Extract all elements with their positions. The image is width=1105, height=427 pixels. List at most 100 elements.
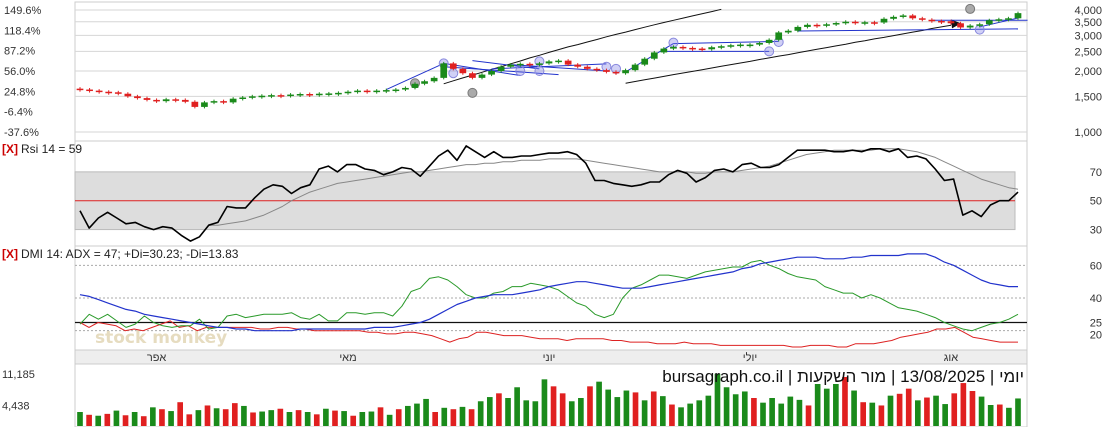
- candle: [622, 70, 629, 74]
- candle: [258, 95, 266, 98]
- volume-bar: [705, 395, 712, 426]
- candle: [813, 24, 821, 27]
- pivot-marker: [764, 46, 775, 57]
- candle: [698, 48, 706, 51]
- candle: [526, 63, 534, 66]
- price-left-tick: -37.6%: [4, 127, 39, 139]
- volume-bar: [942, 404, 948, 426]
- candle: [660, 48, 668, 53]
- price-right-tick: 2,000: [1074, 66, 1102, 78]
- volume-bar: [277, 408, 284, 426]
- volume-bar: [395, 409, 402, 426]
- volume-bar: [714, 373, 721, 426]
- candle: [239, 97, 247, 99]
- candle: [727, 45, 735, 47]
- volume-bar: [732, 394, 739, 426]
- volume-bar: [323, 408, 329, 426]
- volume-bar: [669, 404, 675, 426]
- candle: [583, 66, 591, 69]
- volume-bar: [896, 393, 903, 426]
- volume-bar: [122, 415, 129, 426]
- volume-bar: [660, 396, 666, 426]
- volume-bar: [614, 397, 621, 426]
- volume-bar: [987, 405, 994, 426]
- candle: [717, 46, 725, 48]
- candle: [210, 101, 218, 103]
- candle: [143, 98, 151, 100]
- candle: [899, 15, 907, 17]
- dmi-tick: 20: [1090, 330, 1102, 342]
- rsi-tick: 70: [1090, 167, 1102, 179]
- volume-bar: [150, 407, 156, 426]
- volume-bar: [168, 411, 174, 426]
- candle: [449, 63, 457, 69]
- volume-bar: [978, 396, 985, 426]
- volume-bar: [405, 405, 411, 426]
- candle: [430, 77, 438, 82]
- volume-bar: [86, 414, 92, 426]
- candle: [268, 95, 275, 97]
- volume-bar: [222, 409, 229, 426]
- volume-bar: [641, 400, 648, 426]
- price-channel-lower: [625, 24, 952, 84]
- rsi-close-button[interactable]: [X]: [2, 142, 18, 156]
- candle: [612, 71, 620, 74]
- volume-bar: [241, 405, 247, 426]
- candle: [172, 99, 180, 101]
- price-left-ticks: 149.6% 118.4% 87.2% 56.0% 24.8% -6.4% -37.6%: [4, 5, 42, 139]
- candle: [737, 44, 744, 47]
- candle: [765, 39, 773, 43]
- candle: [497, 66, 505, 71]
- candle: [220, 101, 227, 103]
- volume-bar: [623, 390, 630, 426]
- candle: [985, 20, 993, 25]
- volume-bar: [632, 392, 639, 426]
- volume-ticks: 11,185 4,438: [2, 369, 35, 412]
- volume-bar: [860, 402, 867, 426]
- volume-bar: [359, 412, 366, 426]
- volume-bar: [596, 381, 602, 426]
- candle: [76, 88, 84, 91]
- pivot-marker: [534, 66, 545, 76]
- candle: [650, 52, 658, 59]
- volume-bar: [796, 399, 803, 426]
- volume-bar: [905, 388, 912, 426]
- candle: [555, 60, 562, 63]
- volume-bar: [459, 406, 466, 426]
- volume-bar: [186, 414, 193, 426]
- candle: [775, 32, 783, 40]
- rsi-tick: 50: [1090, 196, 1102, 208]
- rsi-title: Rsi 14 = 59: [21, 142, 82, 156]
- candle: [392, 89, 400, 92]
- dmi-tick: 60: [1090, 260, 1102, 272]
- volume-bar: [805, 405, 812, 426]
- candle: [603, 70, 610, 72]
- dmi-close-button[interactable]: [X]: [2, 247, 18, 261]
- candle: [95, 90, 103, 93]
- candle: [296, 94, 304, 96]
- volume-bar: [496, 393, 502, 426]
- volume-bar: [769, 398, 775, 426]
- volume-bar: [377, 407, 384, 426]
- pivot-marker-grey: [965, 3, 976, 14]
- price-left-tick: 149.6%: [4, 5, 42, 17]
- pattern-line: [797, 28, 1019, 32]
- candle: [995, 19, 1003, 21]
- volume-bar: [295, 410, 302, 426]
- price-right-tick: 4,000: [1074, 5, 1102, 17]
- volume-bar: [650, 391, 657, 426]
- price-right-tick: 3,000: [1074, 30, 1102, 42]
- candle: [564, 60, 572, 65]
- volume-bar: [514, 387, 520, 426]
- candle: [459, 68, 467, 74]
- volume-bar: [1015, 398, 1021, 426]
- candle: [545, 61, 553, 64]
- volume-bar: [778, 403, 785, 426]
- volume-bar: [587, 386, 593, 426]
- candle: [488, 71, 495, 75]
- volume-bar: [204, 405, 211, 426]
- volume-bar: [741, 391, 748, 426]
- candle: [871, 22, 878, 24]
- rsi-band: [74, 171, 1016, 231]
- candle: [909, 15, 917, 19]
